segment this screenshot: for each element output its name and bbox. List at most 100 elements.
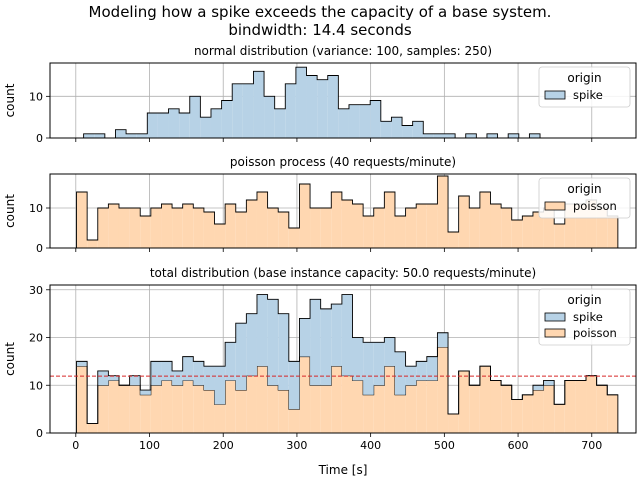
bar-spike [426, 356, 438, 381]
bar-spike [331, 304, 342, 367]
bar-spike [437, 332, 449, 348]
bar-spike [210, 108, 222, 138]
bar-poisson [310, 385, 321, 433]
bar-spike [288, 361, 300, 410]
bar-poisson [256, 192, 268, 248]
bar-poisson [448, 232, 459, 248]
plot-frame [49, 173, 637, 249]
bar-poisson [522, 216, 533, 248]
bar-poisson [320, 385, 332, 433]
legend: origin spike [538, 66, 631, 108]
series-spike [76, 294, 618, 424]
bar-poisson [352, 380, 364, 433]
bar-poisson [129, 385, 141, 433]
bar-poisson [108, 204, 119, 248]
bar-poisson [532, 212, 544, 248]
bar-poisson [448, 413, 459, 433]
bar-poisson [118, 208, 130, 248]
bar-spike [363, 342, 374, 395]
bar-poisson [394, 394, 406, 433]
bar-poisson [564, 380, 576, 433]
bar-spike [317, 79, 328, 138]
bar-poisson [426, 380, 438, 433]
legend-label-spike: spike [573, 88, 603, 102]
bar-spike [221, 100, 233, 138]
bar-poisson [246, 375, 257, 433]
bar-spike [285, 83, 296, 138]
bar-spike [182, 356, 194, 381]
legend-label-poisson: poisson [573, 199, 617, 213]
bar-spike [200, 117, 211, 138]
legend-title: origin [567, 71, 601, 85]
bar-poisson [501, 385, 512, 433]
legend-title: origin [567, 293, 601, 307]
legend: origin spike poisson [538, 288, 631, 346]
bar-poisson [193, 208, 204, 248]
bar-spike [168, 108, 180, 138]
bar-poisson [278, 212, 289, 248]
bar-spike [380, 121, 392, 138]
bar-spike [486, 133, 498, 138]
x-tick-label: 600 [508, 439, 529, 452]
bar-poisson [341, 200, 353, 248]
bar-poisson [97, 385, 109, 433]
bar-spike [253, 71, 265, 138]
bar-spike [189, 96, 201, 138]
bar-poisson [235, 390, 247, 433]
panel-1: 0 10 normal distribution (variance: 100, s… [3, 44, 637, 145]
series-spike [83, 66, 541, 139]
bar-spike [172, 370, 183, 386]
bar-poisson [267, 208, 279, 248]
bar-spike [179, 113, 190, 138]
bar-poisson [182, 204, 194, 248]
bar-poisson [172, 208, 183, 248]
bar-spike [310, 299, 321, 386]
bar-poisson [522, 394, 533, 433]
bar-poisson [596, 385, 608, 433]
bar-spike [235, 323, 247, 391]
suptitle-line-1: Modeling how a spike exceeds the capacit… [88, 3, 552, 21]
bar-poisson [405, 385, 417, 433]
bar-spike [433, 133, 445, 138]
bar-poisson [479, 366, 491, 433]
bar-poisson [267, 385, 279, 433]
bar-spike [94, 133, 105, 138]
bar-poisson [193, 385, 204, 433]
bar-spike [394, 351, 406, 395]
legend-swatch-spike [544, 312, 566, 322]
bar-spike [225, 342, 236, 381]
bar-poisson [405, 208, 417, 248]
bar-poisson [214, 224, 226, 248]
bar-spike [256, 294, 268, 367]
bar-spike [214, 366, 226, 405]
bar-spike [242, 83, 254, 138]
bar-poisson [310, 208, 321, 248]
bar-spike [370, 100, 381, 138]
bar-poisson [299, 356, 311, 433]
bar-poisson [586, 375, 597, 433]
y-tick-label: 10 [29, 90, 43, 103]
outline-poisson [76, 175, 619, 248]
legend-swatch-spike [544, 90, 566, 100]
bar-poisson [331, 192, 342, 248]
x-tick-label: 700 [581, 439, 602, 452]
panel-2: 0 10 poisson process (40 requests/minute) c… [3, 155, 637, 255]
bar-poisson [87, 423, 98, 433]
bar-spike [246, 313, 257, 376]
bar-spike [278, 313, 289, 391]
bar-poisson [288, 409, 300, 433]
legend-title: origin [567, 182, 601, 196]
bar-poisson [607, 394, 618, 433]
bar-poisson [511, 399, 523, 433]
bar-poisson [596, 208, 608, 248]
bar-spike [352, 337, 364, 381]
bar-poisson [352, 204, 364, 248]
series-poisson [76, 346, 619, 433]
bar-spike [203, 366, 215, 391]
bar-spike [359, 104, 371, 138]
bar-poisson [299, 184, 311, 248]
bar-poisson [575, 204, 587, 248]
bar-poisson [607, 216, 618, 248]
bar-poisson [479, 192, 491, 248]
bar-poisson [554, 404, 565, 433]
